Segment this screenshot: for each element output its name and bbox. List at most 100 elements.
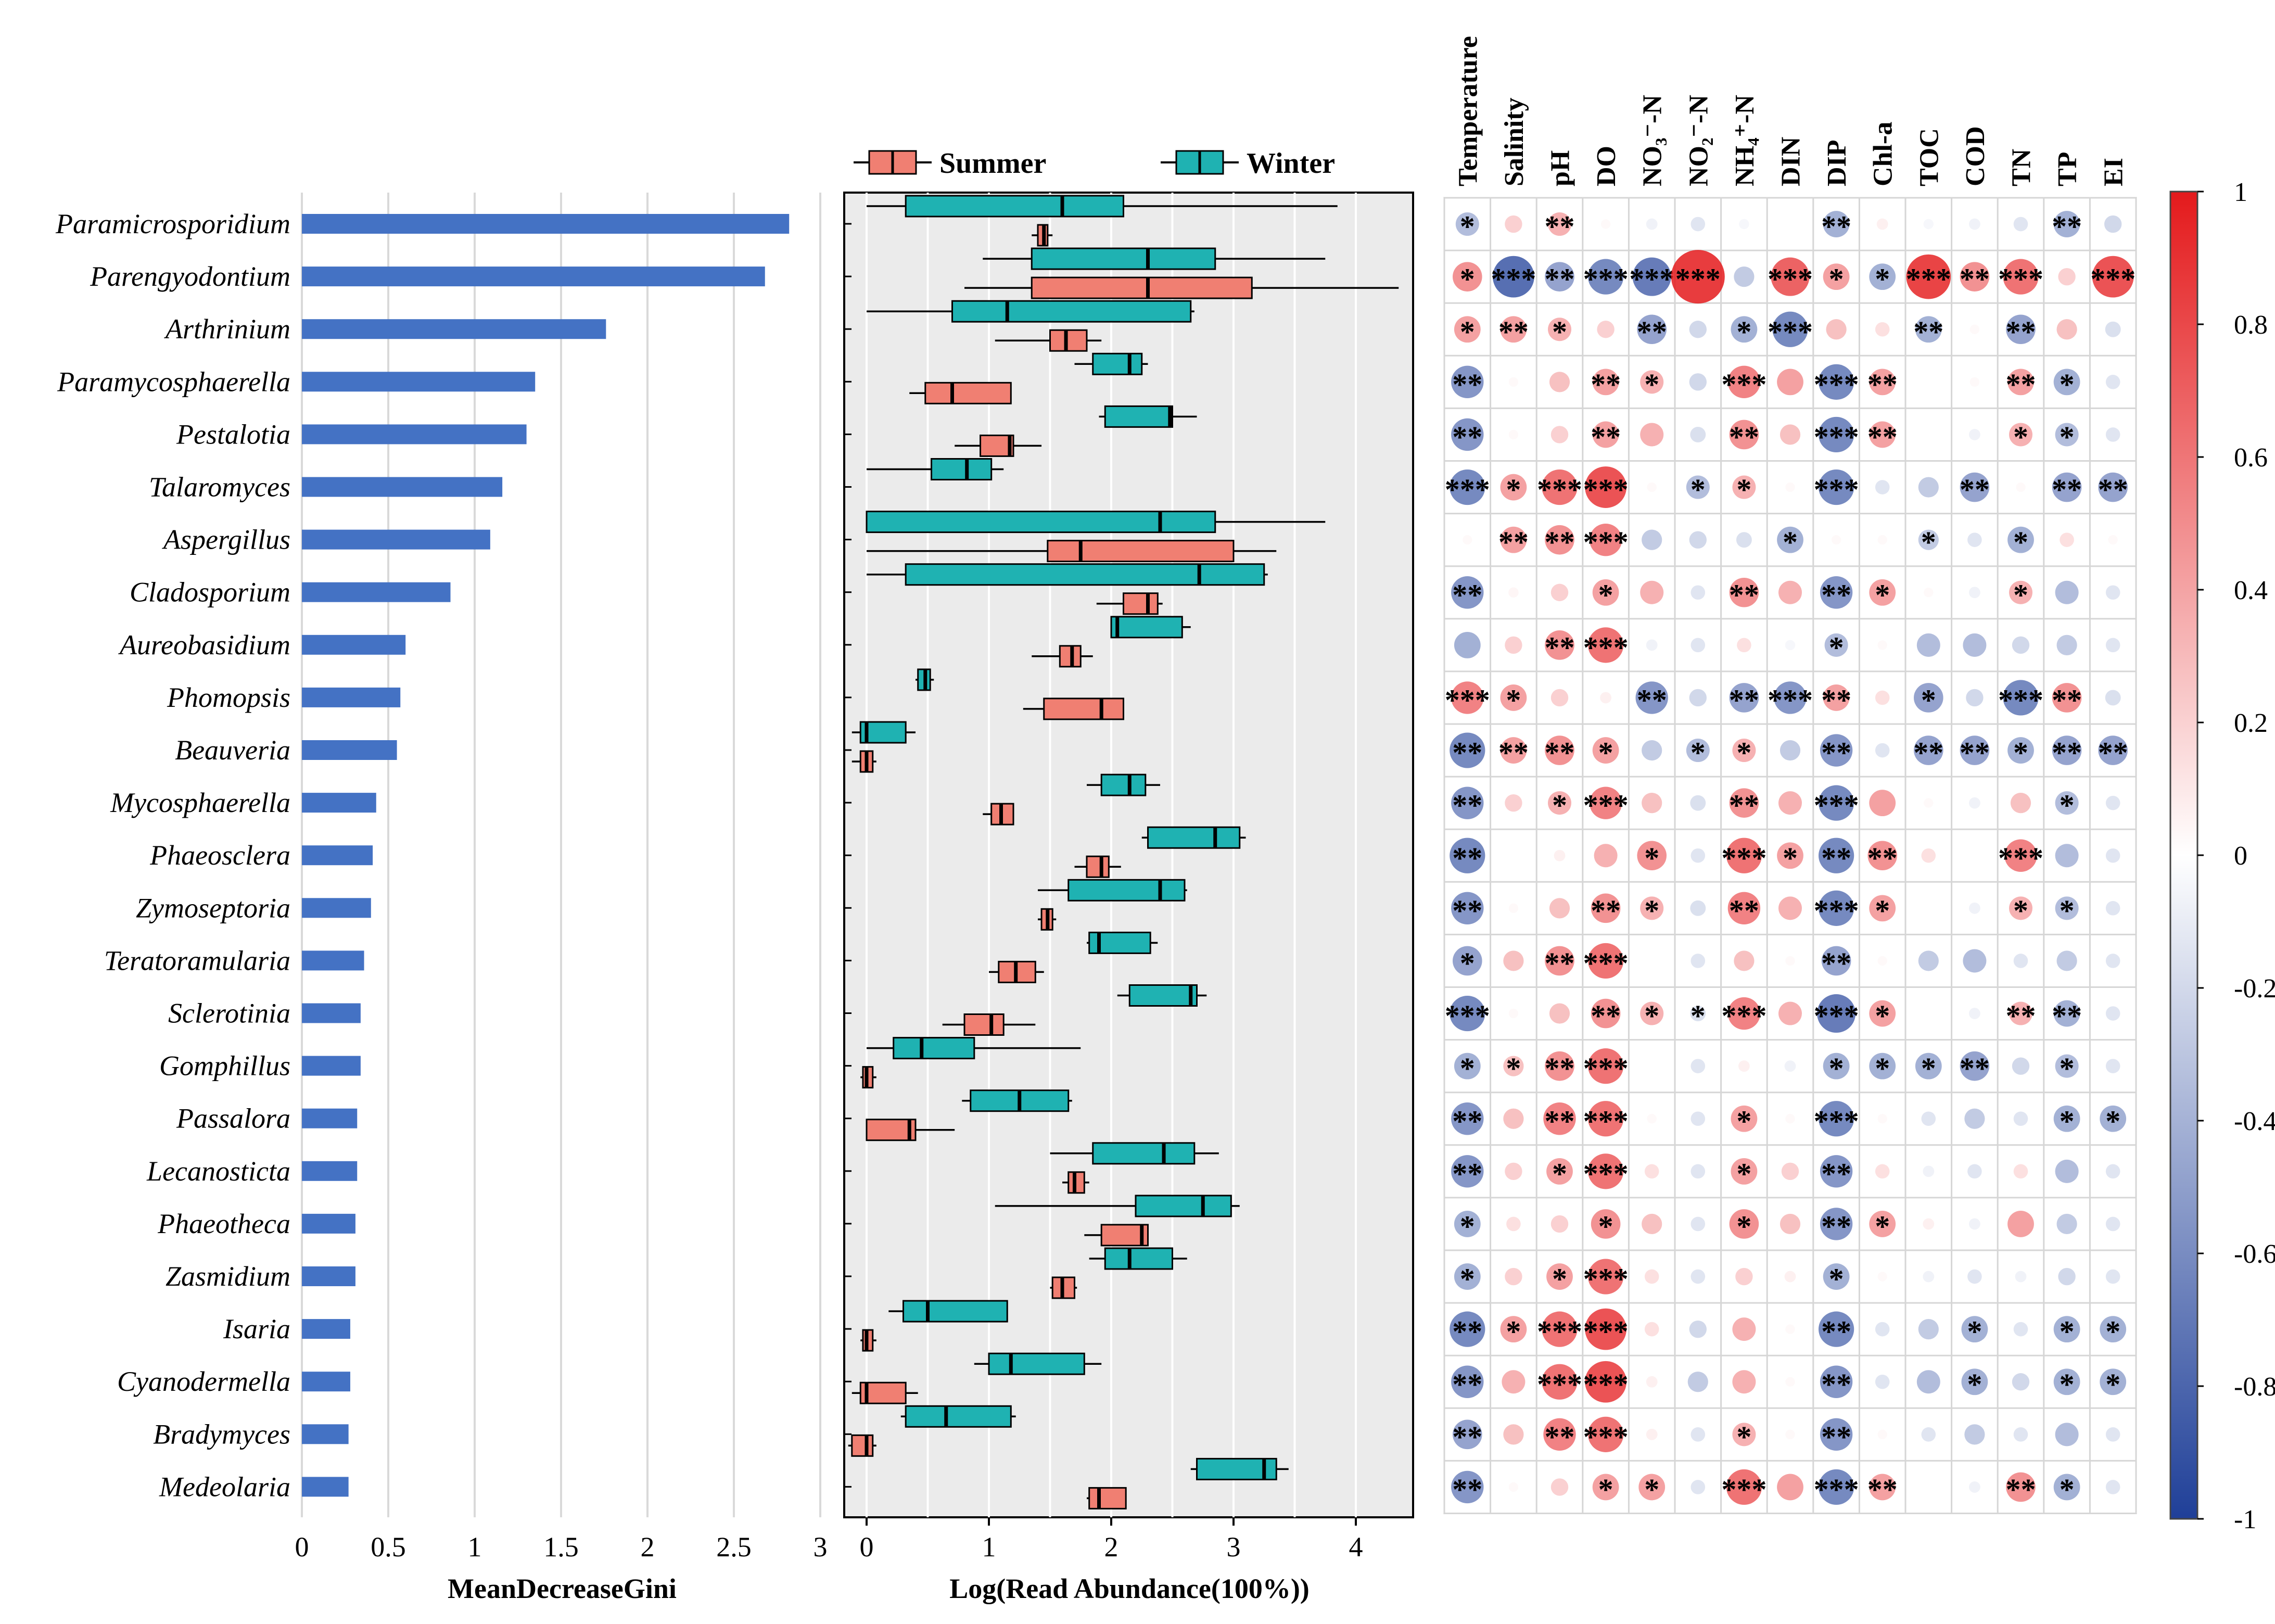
category-label: Zasmidium [166,1261,290,1292]
box [1147,826,1241,849]
correlation-dot [2105,1164,2120,1179]
correlation-dot [1691,217,1706,232]
correlation-dot [1963,633,1987,657]
significance-mark: * [1829,262,1844,296]
column-label: NH₄⁺-N [1730,95,1760,186]
correlation-dot [2006,1472,2036,1502]
correlation-dot [1542,469,1578,505]
significance-mark: ** [1821,736,1851,770]
correlation-dot [2010,793,2031,814]
significance-mark: * [1829,630,1844,664]
box [851,1434,874,1457]
correlation-dot [2004,839,2037,872]
significance-mark: *** [1906,262,1951,296]
correlation-dot [1646,1428,1658,1440]
correlation-dot [1785,1324,1795,1334]
significance-mark: * [1552,1262,1567,1296]
colorbar-tick-label: 0.8 [2234,310,2268,340]
category-label: Aureobasidium [118,629,290,661]
significance-mark: *** [1814,999,1859,1033]
bar [302,477,503,497]
category-label: Phaeotheca [157,1208,290,1239]
correlation-dot [1819,364,1854,400]
significance-mark: * [1506,473,1521,506]
correlation-dot [1691,1111,1706,1126]
significance-mark: *** [1445,683,1490,717]
significance-mark: ** [1867,841,1898,875]
correlation-dot [2104,215,2122,233]
correlation-dot [1450,469,1485,505]
correlation-dot [1642,529,1662,550]
significance-mark: * [1598,1473,1613,1506]
significance-mark: ** [1821,1367,1851,1401]
correlation-dot [1777,369,1803,396]
correlation-dot [1732,475,1756,499]
correlation-dot [2108,535,2118,545]
correlation-dot [1549,372,1570,392]
correlation-dot [1642,740,1662,761]
x-axis-title: Log(Read Abundance(100%)) [949,1573,1310,1604]
significance-mark: * [1921,683,1936,717]
box [1092,1142,1196,1165]
significance-mark: *** [1998,841,2043,875]
x-tick-label: 4 [1349,1531,1363,1563]
significance-mark: * [1644,1473,1659,1506]
colorbar-tick-label: 0.6 [2234,443,2268,473]
category-label: Phomopsis [167,682,290,713]
correlation-dot [2100,1316,2127,1343]
column-label: NO₃⁻-N [1638,95,1668,186]
correlation-dot [1732,1370,1756,1394]
significance-mark: *** [1583,1104,1629,1138]
correlation-dot [1503,1108,1524,1129]
box [903,1300,1008,1323]
correlation-dot [2006,314,2036,345]
correlation-dot [1821,946,1851,976]
column-label: TP [2053,152,2082,186]
significance-mark: * [2013,578,2028,612]
significance-mark: ** [1821,683,1851,717]
significance-mark: *** [1583,946,1629,980]
bar [302,1161,358,1181]
correlation-dot [1778,791,1802,815]
importance-bar-panel: 0 0.5 1 1.5 2 2.5 3 Paramicrosporidium Parengyod… [55,193,828,1604]
box [866,1119,917,1141]
correlation-dot [1969,1481,1980,1493]
box [866,511,1216,534]
correlation-dot [1923,219,1934,230]
correlation-dot [1784,1060,1796,1072]
significance-mark: ** [2006,367,2036,401]
correlation-dot [1780,1213,1801,1235]
correlation-dot [2052,735,2082,765]
correlation-dot [1550,583,1569,601]
correlation-dot [1592,737,1619,764]
correlation-dot [1542,1364,1578,1400]
correlation-dot [1778,896,1802,920]
box [1049,329,1088,352]
correlation-dot [1585,1361,1627,1403]
box [905,563,1265,586]
significance-mark: *** [1814,1104,1859,1138]
significance-mark: * [1875,262,1890,296]
correlation-dot [1691,1059,1706,1073]
category-label: Bradymyces [153,1418,290,1450]
significance-mark: *** [1583,1367,1629,1401]
correlation-dot [1506,1216,1521,1232]
significance-mark: * [2060,1367,2075,1401]
significance-mark: *** [1583,1051,1629,1085]
x-tick-label: 2 [641,1531,655,1563]
correlation-dot [1644,1164,1659,1179]
colorbar-tick-label: 1 [2234,177,2247,207]
box [951,300,1192,323]
correlation-dot [1924,1482,1933,1491]
correlation-dot [1731,316,1758,343]
correlation-dot [1921,1427,1936,1442]
correlation-dot [1454,1052,1481,1080]
significance-mark: *** [1814,473,1859,506]
significance-mark: *** [1998,262,2043,296]
significance-mark: * [1967,1367,1982,1401]
significance-mark: ** [1821,1209,1851,1243]
correlation-dot [1591,998,1621,1029]
correlation-dot [1914,683,1943,713]
correlation-dot [1543,1418,1576,1451]
correlation-dot [1820,1208,1853,1240]
